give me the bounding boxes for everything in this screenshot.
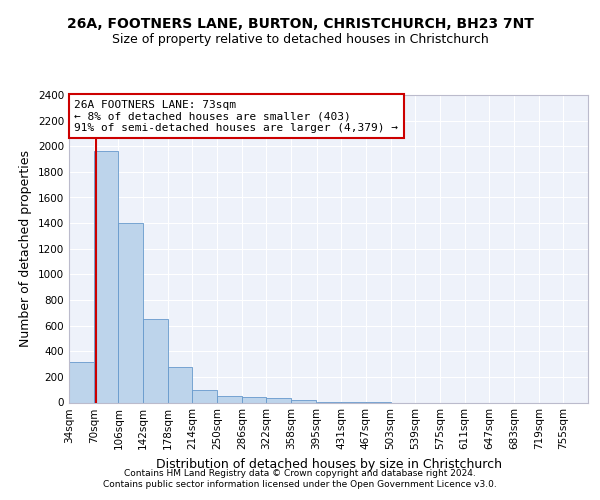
Bar bbox=[143, 319, 168, 402]
Bar bbox=[217, 396, 242, 402]
Text: 26A FOOTNERS LANE: 73sqm
← 8% of detached houses are smaller (403)
91% of semi-d: 26A FOOTNERS LANE: 73sqm ← 8% of detache… bbox=[74, 100, 398, 133]
Text: Size of property relative to detached houses in Christchurch: Size of property relative to detached ho… bbox=[112, 32, 488, 46]
Bar bbox=[291, 400, 316, 402]
Bar bbox=[118, 223, 143, 402]
Bar bbox=[193, 390, 217, 402]
Bar bbox=[94, 152, 118, 402]
X-axis label: Distribution of detached houses by size in Christchurch: Distribution of detached houses by size … bbox=[155, 458, 502, 471]
Y-axis label: Number of detached properties: Number of detached properties bbox=[19, 150, 32, 347]
Text: 26A, FOOTNERS LANE, BURTON, CHRISTCHURCH, BH23 7NT: 26A, FOOTNERS LANE, BURTON, CHRISTCHURCH… bbox=[67, 18, 533, 32]
Bar bbox=[266, 398, 291, 402]
Bar bbox=[69, 362, 94, 403]
Bar bbox=[242, 396, 266, 402]
Text: Contains public sector information licensed under the Open Government Licence v3: Contains public sector information licen… bbox=[103, 480, 497, 489]
Bar bbox=[168, 368, 193, 402]
Text: Contains HM Land Registry data © Crown copyright and database right 2024.: Contains HM Land Registry data © Crown c… bbox=[124, 468, 476, 477]
